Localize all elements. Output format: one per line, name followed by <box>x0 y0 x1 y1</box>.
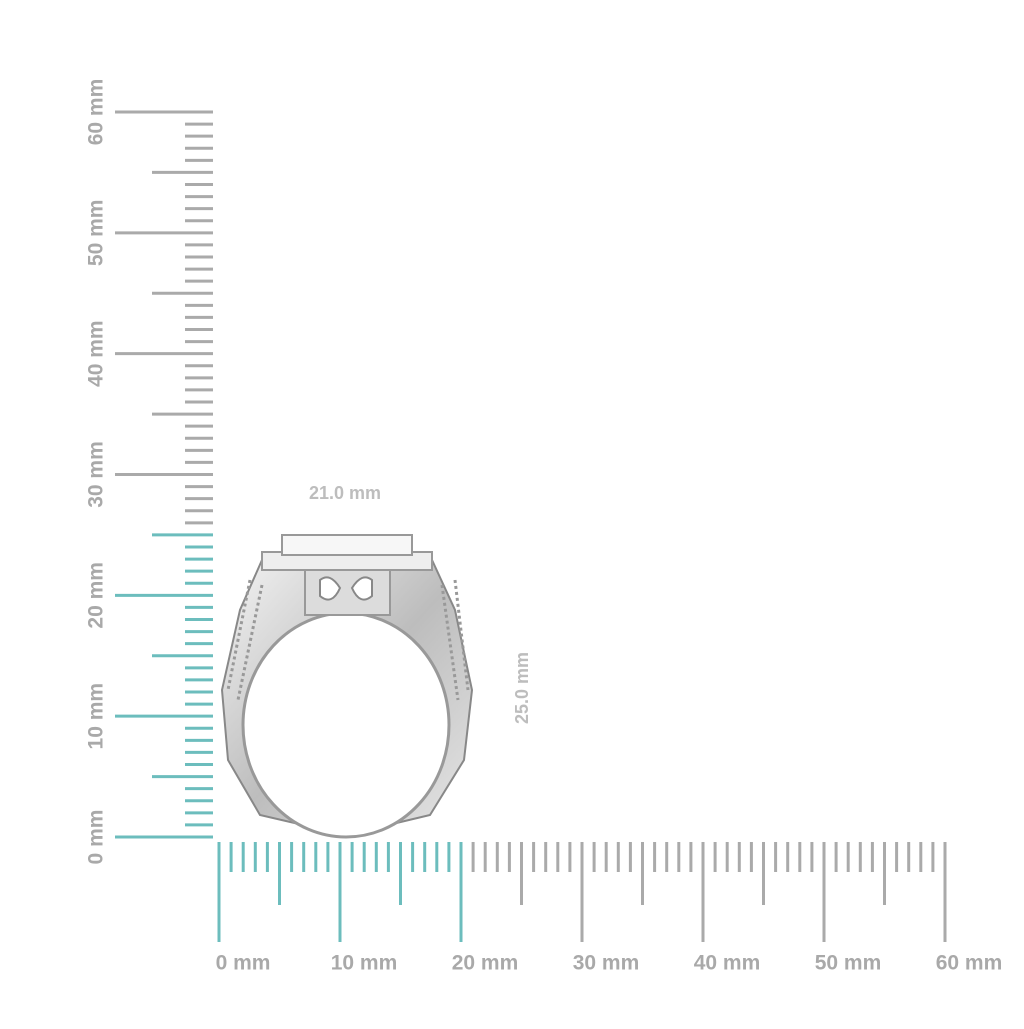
ruler-label: 10 mm <box>331 952 398 975</box>
ruler-label: 60 mm <box>85 79 108 146</box>
height-label: 25.0 mm <box>512 652 532 724</box>
ruler-label: 10 mm <box>85 683 108 750</box>
ruler-label: 0 mm <box>85 810 108 865</box>
ruler-label: 30 mm <box>85 441 108 508</box>
ring <box>220 534 474 839</box>
ruler-label: 40 mm <box>85 320 108 387</box>
ruler-label: 50 mm <box>815 952 882 975</box>
ruler-label: 60 mm <box>936 952 1003 975</box>
width-label: 21.0 mm <box>309 483 381 503</box>
rulers <box>115 110 947 942</box>
ruler-label: 20 mm <box>85 562 108 629</box>
ruler-label: 30 mm <box>573 952 640 975</box>
ruler-label: 20 mm <box>452 952 519 975</box>
ruler-label: 0 mm <box>216 952 271 975</box>
ruler-label: 50 mm <box>85 200 108 267</box>
ruler-label: 40 mm <box>694 952 761 975</box>
